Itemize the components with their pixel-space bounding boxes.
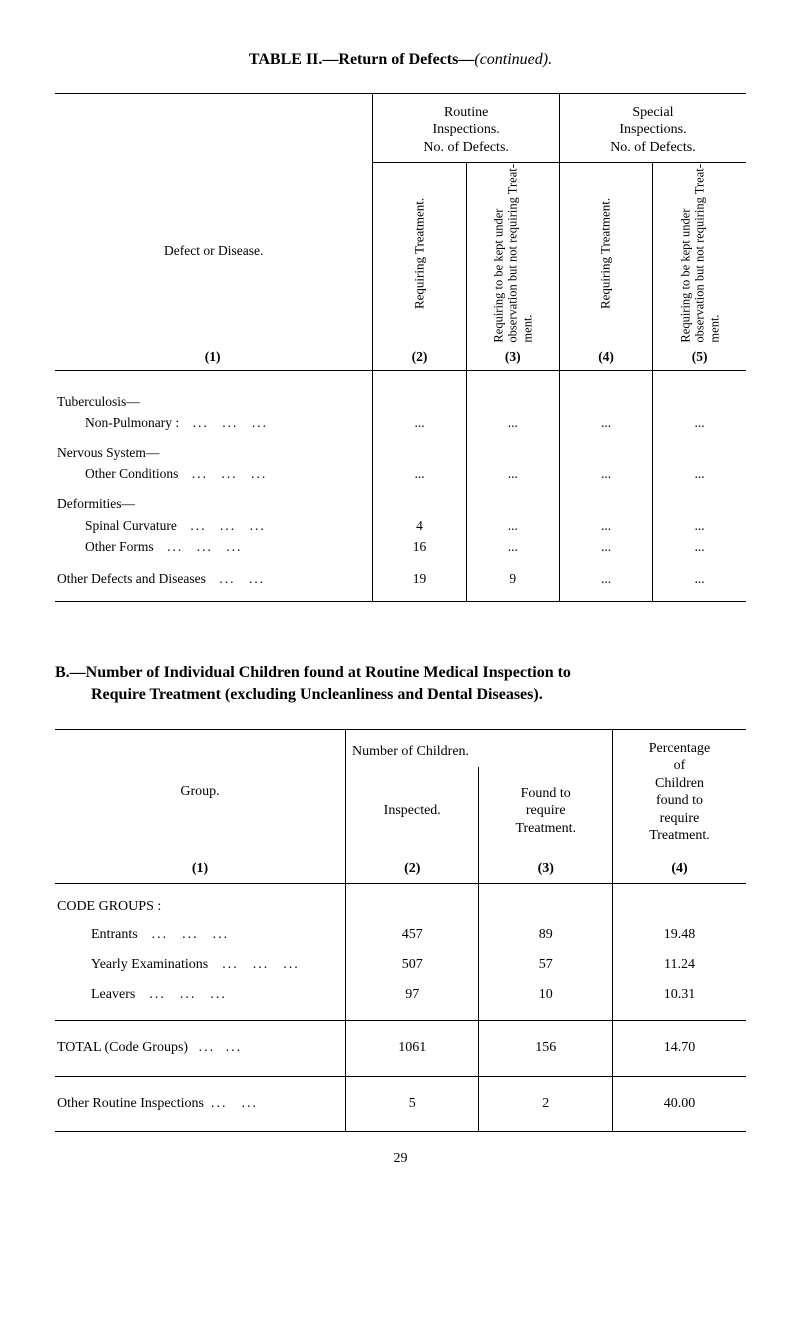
section-b-heading: B.—Number of Individual Children found a…	[55, 662, 746, 707]
data-row-label: Other Forms ... ... ...	[55, 536, 373, 558]
data-cell: ...	[559, 536, 652, 558]
total-found: 156	[479, 1021, 612, 1076]
data-cell: ...	[559, 515, 652, 537]
data-row-label: Non-Pulmonary : ... ... ...	[55, 412, 373, 434]
group-row: Deformities—	[55, 485, 373, 515]
other-inspected: 5	[346, 1076, 479, 1131]
inspected-header: Inspected.	[346, 767, 479, 854]
data-cell: ...	[653, 536, 746, 558]
code-groups-heading: CODE GROUPS :	[55, 883, 346, 920]
found-cell: 10	[479, 980, 612, 1021]
other-found: 2	[479, 1076, 612, 1131]
title-prefix: TABLE II.—Return of Defects—	[249, 51, 474, 68]
pct-header: PercentageofChildrenfound torequireTreat…	[612, 729, 746, 855]
found-cell: 57	[479, 950, 612, 980]
col3-header: Requiring to be kept under observation b…	[466, 163, 559, 343]
data-cell: 16	[373, 536, 466, 558]
group-row: Nervous System—	[55, 434, 373, 464]
defects-table: Defect or Disease. RoutineInspections.No…	[55, 93, 746, 602]
title-suffix: (continued).	[474, 51, 552, 68]
col4-header: Requiring Treatment.	[559, 163, 652, 343]
children-table: Group. Number of Children. PercentageofC…	[55, 729, 746, 1132]
data-cell: ...	[653, 463, 746, 485]
section-b-line2: Require Treatment (excluding Uncleanline…	[55, 684, 746, 706]
found-cell: 89	[479, 920, 612, 950]
group-header: Group.	[61, 783, 339, 801]
inspected-cell: 507	[346, 950, 479, 980]
data-cell: ...	[466, 412, 559, 434]
data-cell: ...	[466, 536, 559, 558]
t2-colnum-4: (4)	[612, 855, 746, 884]
defect-header: Defect or Disease.	[59, 242, 368, 260]
col2-header: Requiring Treatment.	[373, 163, 466, 343]
group-row: Tuberculosis—	[55, 383, 373, 413]
page-number: 29	[55, 1150, 746, 1168]
data-row-label: Leavers ... ... ...	[55, 980, 346, 1021]
colnum-4: (4)	[559, 343, 652, 371]
data-cell: 19	[373, 558, 466, 590]
section-b-lead: B.	[55, 664, 70, 681]
numchildren-header: Number of Children.	[346, 729, 613, 767]
other-label: Other Routine Inspections ... ...	[55, 1076, 346, 1131]
colnum-1: (1)	[55, 343, 373, 371]
table-title: TABLE II.—Return of Defects—(continued).	[55, 50, 746, 71]
data-cell: ...	[653, 515, 746, 537]
inspected-cell: 457	[346, 920, 479, 950]
total-pct: 14.70	[612, 1021, 746, 1076]
t2-colnum-3: (3)	[479, 855, 612, 884]
other-pct: 40.00	[612, 1076, 746, 1131]
data-cell: ...	[559, 412, 652, 434]
data-cell: ...	[653, 412, 746, 434]
data-cell: ...	[466, 463, 559, 485]
t2-colnum-2: (2)	[346, 855, 479, 884]
data-row-label: Other Defects and Diseases ... ...	[55, 558, 373, 590]
data-row-label: Entrants ... ... ...	[55, 920, 346, 950]
t2-colnum-1: (1)	[55, 855, 346, 884]
pct-cell: 11.24	[612, 950, 746, 980]
inspected-cell: 97	[346, 980, 479, 1021]
data-cell: 4	[373, 515, 466, 537]
data-row-label: Yearly Examinations ... ... ...	[55, 950, 346, 980]
total-label: TOTAL (Code Groups) ... ...	[55, 1021, 346, 1076]
data-cell: ...	[373, 463, 466, 485]
data-cell: ...	[559, 558, 652, 590]
data-cell: ...	[373, 412, 466, 434]
data-cell: ...	[466, 515, 559, 537]
pct-cell: 10.31	[612, 980, 746, 1021]
data-row-label: Other Conditions ... ... ...	[55, 463, 373, 485]
data-cell: 9	[466, 558, 559, 590]
col5-header: Requiring to be kept under observation b…	[653, 163, 746, 343]
data-cell: ...	[559, 463, 652, 485]
total-inspected: 1061	[346, 1021, 479, 1076]
data-row-label: Spinal Curvature ... ... ...	[55, 515, 373, 537]
colnum-2: (2)	[373, 343, 466, 371]
pct-cell: 19.48	[612, 920, 746, 950]
section-b-rest1: —Number of Individual Children found at …	[70, 664, 571, 681]
found-header: Found torequireTreatment.	[479, 767, 612, 854]
data-cell: ...	[653, 558, 746, 590]
